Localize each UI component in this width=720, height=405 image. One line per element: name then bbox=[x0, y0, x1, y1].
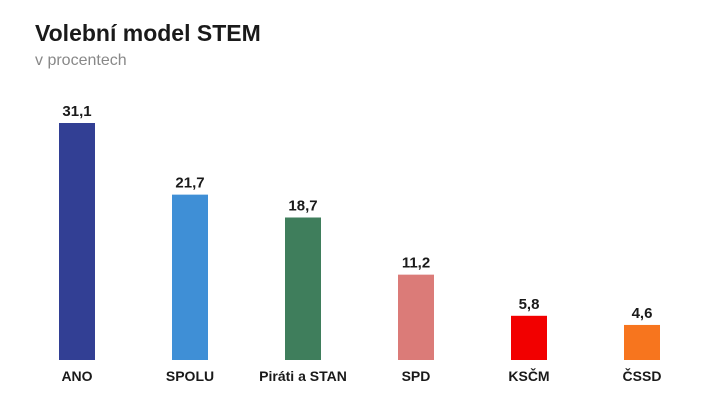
bar-ano bbox=[59, 123, 95, 360]
category-label-ssd: ČSSD bbox=[623, 367, 662, 384]
chart-subtitle: v procentech bbox=[35, 52, 127, 69]
category-label-ano: ANO bbox=[61, 368, 92, 384]
value-label-ssd: 4,6 bbox=[632, 305, 653, 322]
bar-pir-ti-a-stan bbox=[285, 217, 321, 360]
bar-spolu bbox=[172, 194, 208, 360]
value-label-ano: 31,1 bbox=[62, 103, 91, 120]
category-label-spd: SPD bbox=[402, 368, 431, 384]
value-label-ks-m: 5,8 bbox=[519, 296, 540, 313]
chart-title: Volební model STEM bbox=[35, 20, 261, 46]
category-label-ks-m: KSČM bbox=[508, 367, 549, 384]
category-label-spolu: SPOLU bbox=[166, 368, 214, 384]
bar-ks-m bbox=[511, 315, 547, 360]
value-label-pir-ti-a-stan: 18,7 bbox=[288, 197, 317, 214]
value-label-spd: 11,2 bbox=[402, 255, 430, 272]
bar-ssd bbox=[624, 324, 660, 360]
bar-spd bbox=[398, 274, 434, 360]
value-label-spolu: 21,7 bbox=[175, 175, 204, 192]
category-label-pir-ti-a-stan: Piráti a STAN bbox=[259, 368, 347, 384]
